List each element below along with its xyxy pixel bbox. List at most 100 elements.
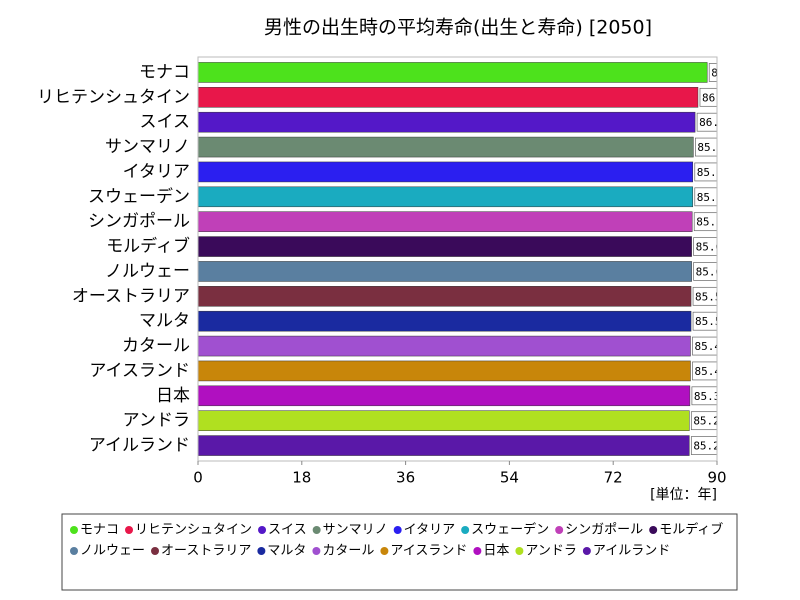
y-tick-label: アイスランド <box>89 361 190 381</box>
y-tick-label: 日本 <box>156 386 190 406</box>
value-label-box <box>693 237 717 256</box>
legend-label: オーストラリア <box>161 544 251 559</box>
x-tick-label: 0 <box>193 469 203 487</box>
value-label-box <box>691 386 717 406</box>
y-tick-label: モナコ <box>139 62 190 82</box>
bar <box>198 161 694 183</box>
legend-label: スウェーデン <box>471 522 549 538</box>
legend-label: サンマリノ <box>323 523 388 538</box>
value-label-box <box>692 361 717 381</box>
value-label: 88.3 <box>711 66 738 79</box>
value-label-box <box>699 87 717 107</box>
y-tick-label: サンマリノ <box>105 137 190 157</box>
legend-swatch <box>312 547 321 555</box>
legend-label: モルディブ <box>659 522 723 538</box>
y-tick-label: モルディブ <box>106 236 190 257</box>
bar <box>198 211 693 232</box>
value-label-box <box>693 212 717 232</box>
bar <box>198 261 692 282</box>
value-label-box <box>693 262 717 281</box>
legend-label: イタリア <box>404 523 455 538</box>
y-tick-label: オーストラリア <box>72 286 190 306</box>
legend-label: カタール <box>322 544 374 559</box>
x-tick-label: 54 <box>500 469 519 487</box>
value-label: 85.6 <box>696 265 723 278</box>
legend-swatch <box>380 547 389 555</box>
y-tick-label: ノルウェー <box>105 261 190 281</box>
legend-swatch <box>70 526 78 534</box>
x-tick-label: 36 <box>396 469 415 487</box>
legend-swatch <box>515 547 524 555</box>
bar <box>198 335 691 357</box>
y-tick-label: スイス <box>140 112 191 132</box>
value-label-box <box>692 286 717 306</box>
y-tick-label: マルタ <box>139 311 190 331</box>
bar <box>198 236 692 257</box>
value-label: 85.2 <box>693 440 720 453</box>
value-label-box <box>692 336 717 356</box>
value-label-box <box>696 112 717 132</box>
bar <box>198 310 692 332</box>
bar <box>198 286 692 307</box>
legend-label: マルタ <box>267 544 306 559</box>
legend-swatch <box>125 526 134 534</box>
value-label: 85.9 <box>697 141 724 154</box>
value-label: 85.7 <box>696 216 723 229</box>
y-tick-label: リヒテンシュタイン <box>37 87 190 107</box>
unit-label: [単位：年] <box>650 487 717 503</box>
y-tick-label: シンガポール <box>88 212 190 232</box>
value-label: 85.2 <box>693 415 720 428</box>
legend-swatch <box>393 526 402 534</box>
legend-swatch <box>649 526 658 534</box>
legend-label: アンドラ <box>525 544 576 559</box>
legend-swatch <box>70 547 78 555</box>
bar <box>198 62 708 83</box>
value-label: 86.2 <box>699 116 726 129</box>
legend-swatch <box>312 526 321 534</box>
value-label-box <box>694 187 717 207</box>
legend-label: リヒテンシュタイン <box>135 523 252 538</box>
plot-frame <box>197 56 718 462</box>
value-label: 85.5 <box>695 315 722 328</box>
chart-title: 男性の出生時の平均寿命(出生と寿命) [2050] <box>264 17 652 39</box>
bar <box>198 136 694 158</box>
y-tick-label: スウェーデン <box>88 186 190 207</box>
value-label: 85.4 <box>694 340 721 353</box>
value-label-box <box>690 436 717 455</box>
value-label: 85.8 <box>697 166 724 179</box>
x-tick-label: 90 <box>707 469 726 487</box>
bar <box>198 385 691 407</box>
value-label: 85.6 <box>696 241 723 254</box>
legend-label: 日本 <box>483 544 509 559</box>
legend-label: シンガポール <box>565 523 643 538</box>
y-tick-label: アイルランド <box>89 436 190 456</box>
value-label: 85.5 <box>695 290 722 303</box>
legend-swatch <box>555 526 564 534</box>
value-label: 86.7 <box>702 91 729 104</box>
legend-label: スイス <box>268 523 307 538</box>
value-label-box <box>690 411 717 431</box>
legend-swatch <box>257 547 266 555</box>
bar <box>198 186 694 208</box>
y-tick-label: アンドラ <box>123 411 190 431</box>
legend-swatch <box>473 547 482 555</box>
value-label-box <box>692 311 717 331</box>
plot-area: 88.3 86.7 86.2 85.9 85.8 85.8 85.7 85.6 85.6 85.5… <box>198 62 738 456</box>
legend-swatch <box>258 526 267 534</box>
value-label-box <box>695 137 717 157</box>
value-label-box <box>708 63 717 82</box>
x-tick-label: 18 <box>292 469 311 487</box>
bar <box>198 360 691 382</box>
value-label: 85.8 <box>697 191 724 204</box>
bar <box>198 435 690 456</box>
legend-swatch <box>461 526 470 534</box>
legend-label: アイルランド <box>593 544 670 559</box>
legend-label: ノルウェー <box>80 544 145 559</box>
value-label-box <box>694 162 717 182</box>
y-tick-label: カタール <box>122 336 190 356</box>
bar <box>198 87 699 108</box>
bar <box>198 111 696 133</box>
y-tick-label: イタリア <box>123 162 190 182</box>
value-label: 85.3 <box>694 390 721 403</box>
